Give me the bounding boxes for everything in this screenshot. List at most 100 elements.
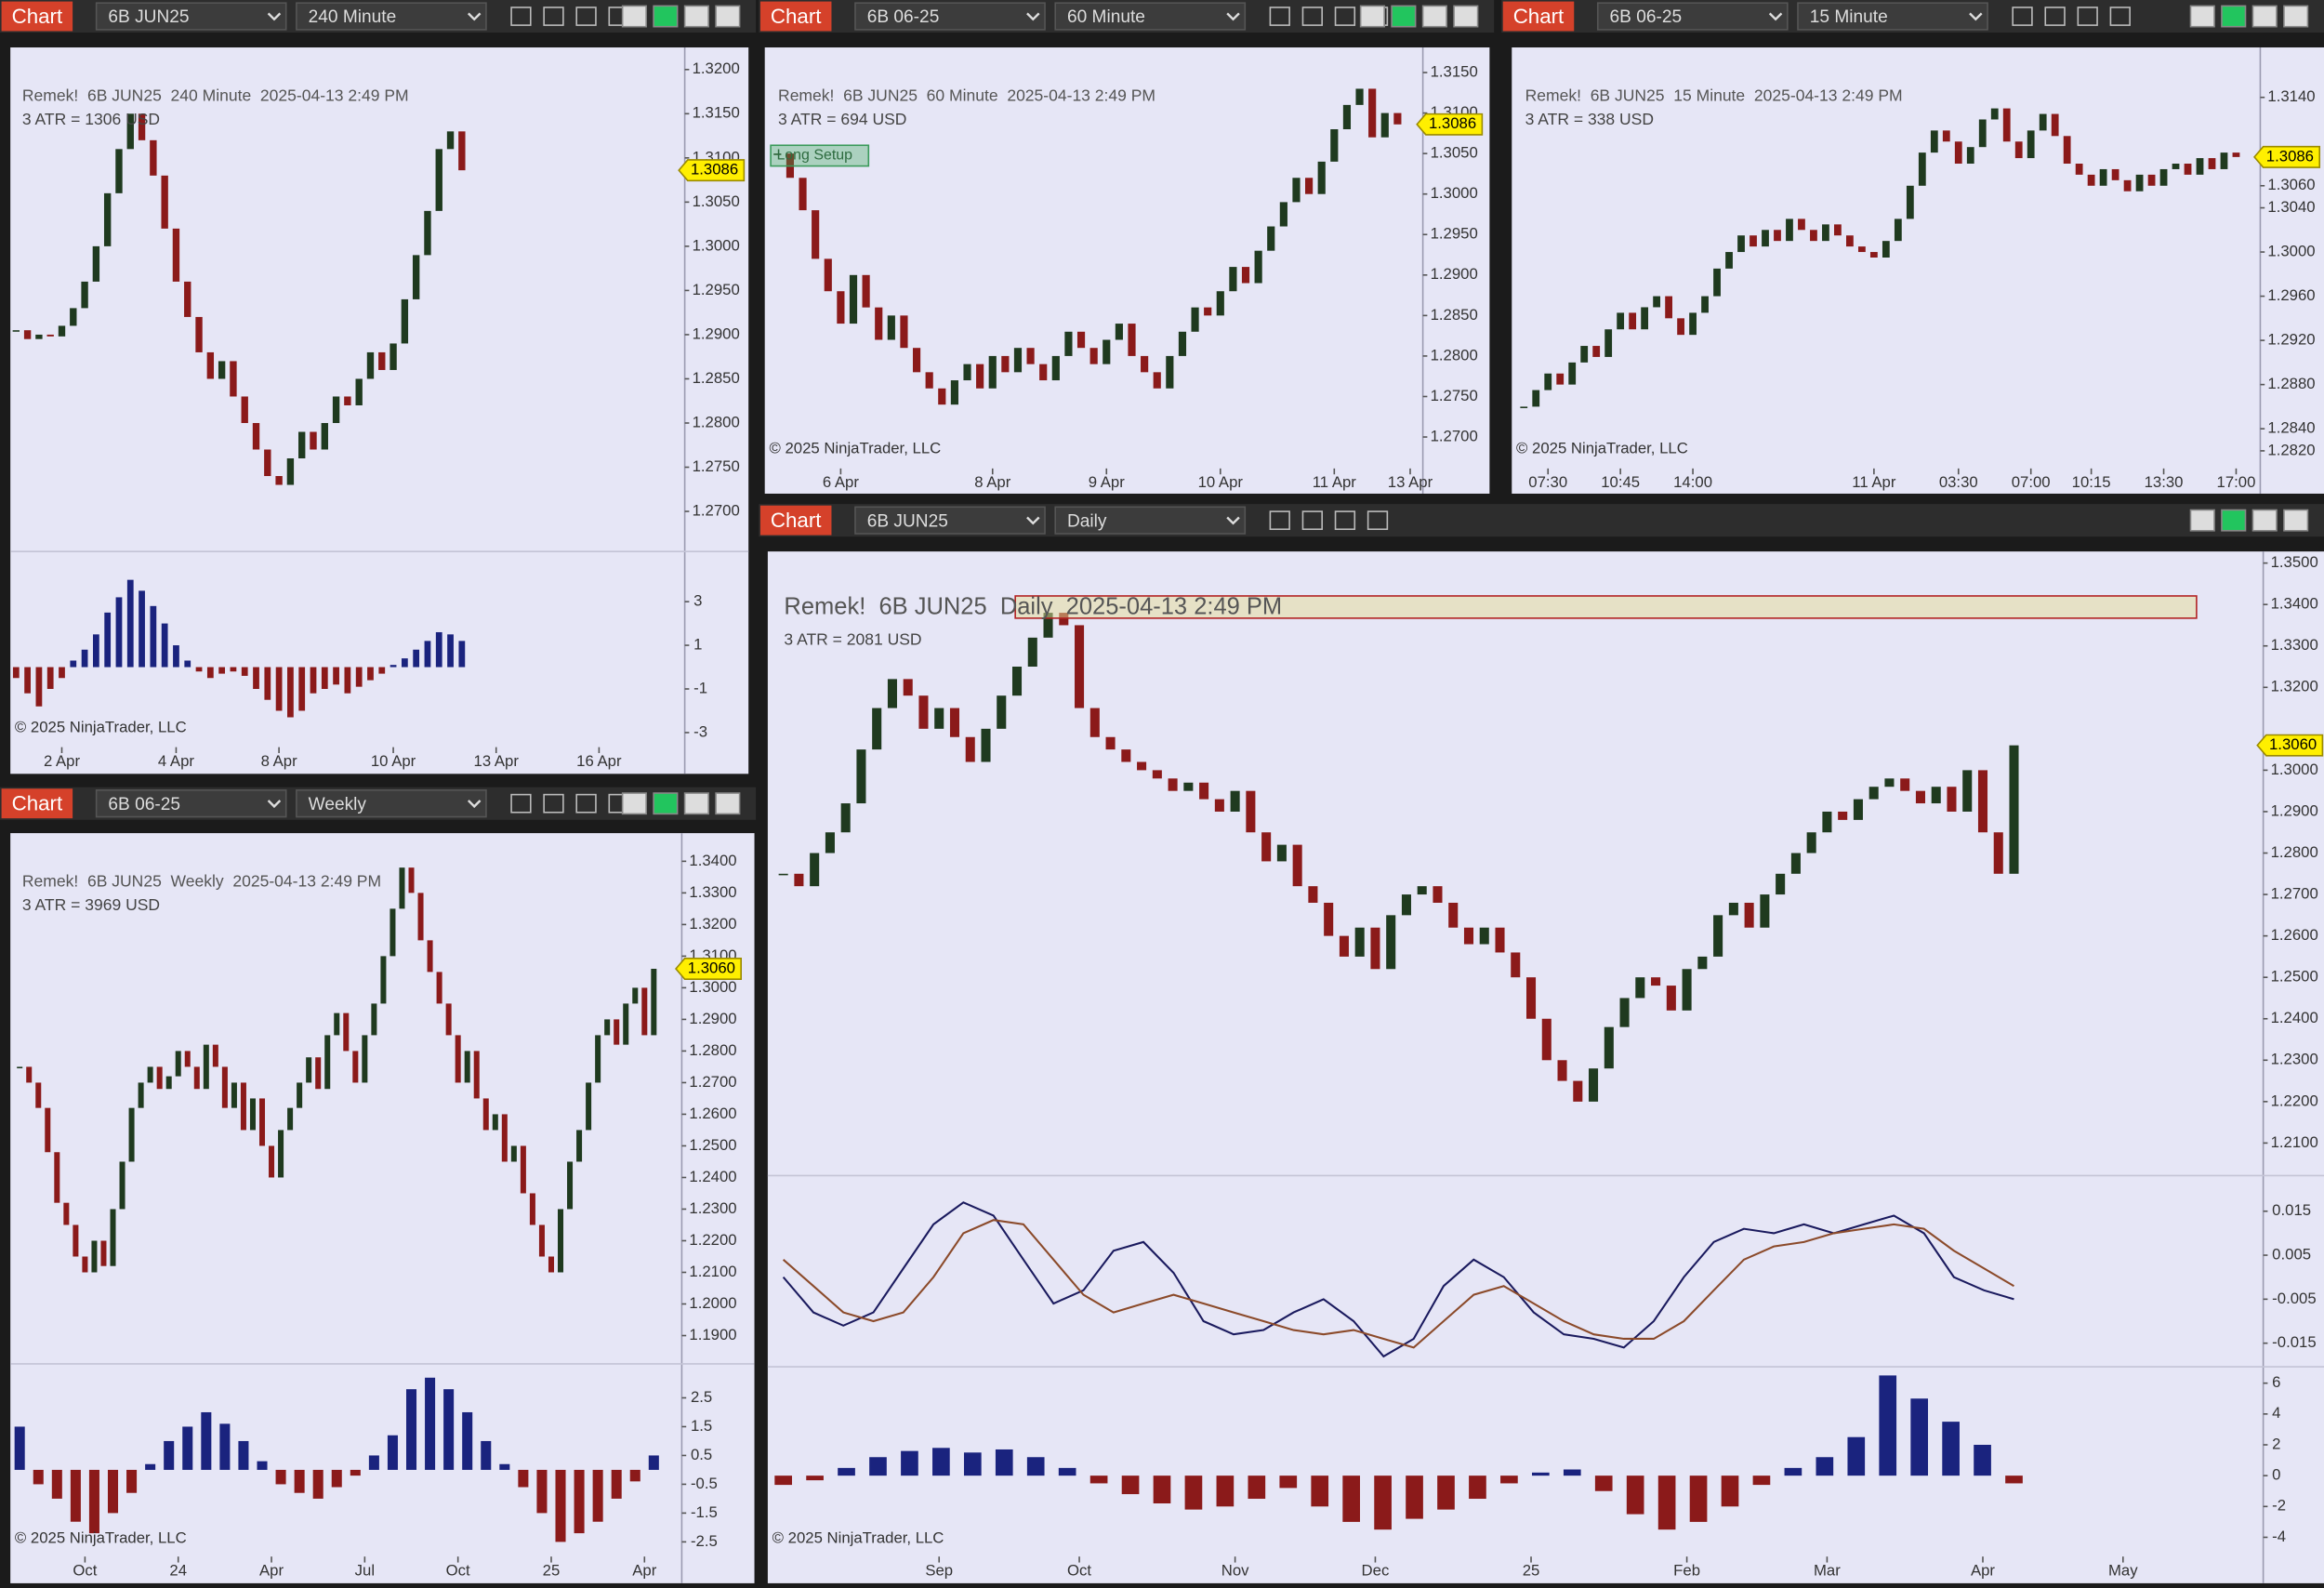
- window-button[interactable]: [683, 5, 709, 28]
- candle: [1834, 224, 1842, 236]
- window-button[interactable]: [2189, 509, 2215, 532]
- indicator-tick-label: 1: [693, 635, 702, 653]
- indicator-tick-label: 0.005: [2272, 1245, 2311, 1263]
- chart-button[interactable]: [1, 788, 73, 819]
- y-tick-label: 1.2900: [1431, 265, 1478, 283]
- toolbar-icon[interactable]: [543, 7, 564, 26]
- period-dropdown[interactable]: [1054, 2, 1247, 31]
- candle: [218, 361, 226, 379]
- price-tag-label: 1.3060: [2269, 735, 2317, 753]
- window-button[interactable]: [683, 792, 709, 815]
- window-button[interactable]: [2221, 5, 2247, 28]
- histogram-bar: [574, 1469, 585, 1534]
- instrument-dropdown[interactable]: [95, 789, 287, 818]
- candle: [1520, 406, 1528, 408]
- window-button[interactable]: [715, 792, 741, 815]
- candle: [510, 1145, 517, 1162]
- window-button[interactable]: [2251, 509, 2278, 532]
- window-button[interactable]: [1359, 5, 1385, 28]
- x-tick-label: Nov: [1221, 1562, 1249, 1580]
- toolbar-icon[interactable]: [575, 7, 597, 26]
- candle: [1677, 318, 1684, 336]
- candle: [2232, 152, 2240, 157]
- toolbar-icon[interactable]: [510, 793, 532, 814]
- period-label: 240 Minute: [309, 7, 397, 27]
- instrument-dropdown[interactable]: [95, 2, 287, 31]
- toolbar-icon[interactable]: [510, 7, 532, 26]
- window-button[interactable]: [653, 5, 679, 28]
- toolbar-icon[interactable]: [1334, 510, 1356, 531]
- histogram-bar: [241, 667, 248, 676]
- window-button[interactable]: [2283, 509, 2309, 532]
- histogram-bar: [425, 1377, 436, 1470]
- toolbar-icon[interactable]: [1269, 510, 1290, 531]
- histogram-bar: [139, 590, 145, 668]
- instrument-dropdown[interactable]: [854, 506, 1046, 535]
- histogram-bar: [1942, 1422, 1960, 1476]
- x-tick-label: 10 Apr: [1198, 473, 1244, 491]
- toolbar-icon[interactable]: [1367, 510, 1389, 531]
- y-tick-label: 1.2800: [1431, 346, 1478, 364]
- histogram-bar: [2005, 1476, 2023, 1484]
- instrument-dropdown[interactable]: [854, 2, 1046, 31]
- toolbar-icon[interactable]: [2044, 7, 2066, 26]
- candle: [1368, 88, 1377, 138]
- indicator-tick-label: -0.005: [2272, 1290, 2316, 1307]
- candle: [1339, 935, 1349, 957]
- candle: [1261, 832, 1272, 862]
- toolbar-icon[interactable]: [1269, 7, 1290, 26]
- toolbar-icon[interactable]: [2077, 7, 2098, 26]
- period-dropdown[interactable]: [296, 789, 487, 818]
- candle: [1978, 119, 1987, 148]
- toolbar-icon[interactable]: [1301, 510, 1323, 531]
- y-tick-label: 1.2960: [2267, 286, 2315, 304]
- window-button[interactable]: [621, 792, 647, 815]
- toolbar-icon[interactable]: [2109, 7, 2131, 26]
- window-button[interactable]: [1391, 5, 1417, 28]
- histogram-bar: [218, 667, 226, 674]
- window-button[interactable]: [621, 5, 647, 28]
- window-button[interactable]: [715, 5, 741, 28]
- indicator-tick-label: 0: [2272, 1466, 2280, 1484]
- toolbar-icon[interactable]: [1334, 7, 1356, 26]
- period-dropdown[interactable]: [296, 2, 487, 31]
- candle: [1846, 235, 1854, 247]
- window-button[interactable]: [2189, 5, 2215, 28]
- window-button[interactable]: [2283, 5, 2309, 28]
- chart-button[interactable]: [759, 505, 832, 536]
- toolbar-icon[interactable]: [543, 793, 564, 814]
- x-tick-label: Dec: [1362, 1562, 1390, 1580]
- chart-button[interactable]: [759, 1, 832, 32]
- candle: [558, 1209, 564, 1273]
- candle: [538, 1224, 545, 1257]
- y-tick-label: 1.2700: [1431, 427, 1478, 444]
- y-tick-label: 1.2700: [689, 1073, 736, 1091]
- chart-button[interactable]: [1, 1, 73, 32]
- histogram-bar: [1531, 1472, 1550, 1476]
- toolbar-icon[interactable]: [575, 793, 597, 814]
- candle: [126, 113, 134, 150]
- candle: [371, 1003, 377, 1036]
- histogram-bar: [298, 667, 306, 711]
- period-dropdown[interactable]: [1054, 506, 1247, 535]
- window-button[interactable]: [1421, 5, 1447, 28]
- window-button[interactable]: [2251, 5, 2278, 28]
- candle: [1051, 355, 1060, 381]
- candle: [286, 458, 295, 485]
- y-tick-label: 1.3140: [2267, 87, 2315, 105]
- window-button[interactable]: [1453, 5, 1479, 28]
- candle: [412, 255, 420, 299]
- chart-button[interactable]: [1502, 1, 1575, 32]
- instrument-dropdown[interactable]: [1596, 2, 1789, 31]
- histogram-bar: [1594, 1476, 1613, 1491]
- period-dropdown[interactable]: [1797, 2, 1988, 31]
- toolbar-icon[interactable]: [1301, 7, 1323, 26]
- toolbar-icon[interactable]: [2012, 7, 2033, 26]
- x-tick-label: 25: [1523, 1562, 1540, 1580]
- window-button[interactable]: [2221, 509, 2247, 532]
- window-button[interactable]: [653, 792, 679, 815]
- candle: [824, 258, 832, 292]
- candle: [156, 1066, 163, 1090]
- histogram-bar: [310, 667, 317, 694]
- histogram-bar: [238, 1440, 249, 1470]
